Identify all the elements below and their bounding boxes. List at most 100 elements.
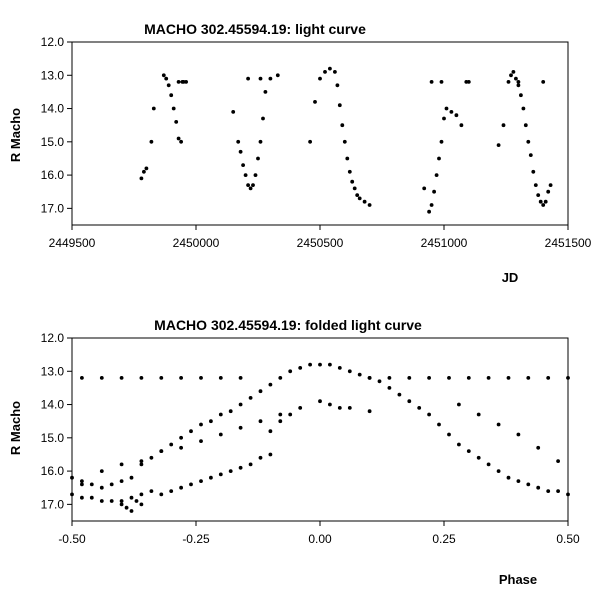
x-tick-label: 0.00 <box>308 532 332 546</box>
x-axis-label: JD <box>502 270 519 285</box>
data-point <box>228 409 233 414</box>
data-point <box>519 93 523 98</box>
data-point <box>526 376 531 380</box>
data-point <box>129 509 134 513</box>
y-axis: 12.0 13.0 14.0 15.0 16.0 17.0 <box>41 35 72 215</box>
data-point <box>209 419 213 424</box>
data-point <box>179 376 184 380</box>
data-point <box>288 412 293 417</box>
data-point <box>516 80 521 84</box>
data-point <box>149 489 154 493</box>
data-point <box>447 432 451 437</box>
data-point <box>437 156 441 161</box>
data-point <box>439 80 444 84</box>
chart-title: MACHO 302.45594.19: light curve <box>144 21 366 37</box>
y-tick-label: 12.0 <box>41 35 65 49</box>
data-point <box>209 475 213 480</box>
data-point <box>218 376 223 380</box>
data-point <box>80 482 84 487</box>
data-point <box>541 203 546 207</box>
y-tick-label: 16.0 <box>41 464 65 478</box>
x-axis: -0.50 -0.25 0.00 0.25 0.50 <box>58 521 580 546</box>
data-point <box>166 83 171 88</box>
y-tick-label: 13.0 <box>41 68 65 82</box>
data-point <box>337 103 342 108</box>
data-point <box>159 376 164 380</box>
data-point <box>347 369 352 374</box>
x-tick-label: 2449500 <box>49 236 96 250</box>
data-point <box>466 80 471 84</box>
data-point <box>444 106 449 111</box>
data-point <box>318 362 322 367</box>
data-point <box>340 123 345 128</box>
data-point <box>476 412 481 417</box>
y-axis: 12.0 13.0 14.0 15.0 16.0 17.0 <box>41 331 72 511</box>
data-point <box>323 70 327 74</box>
data-point <box>119 502 124 507</box>
data-point <box>176 136 181 141</box>
data-point <box>397 392 402 397</box>
data-point <box>521 106 526 111</box>
data-point <box>335 83 340 88</box>
data-point <box>241 163 246 168</box>
data-point <box>278 412 283 417</box>
data-point <box>541 80 546 84</box>
data-point <box>298 366 303 370</box>
data-point <box>536 193 541 198</box>
data-point <box>258 455 263 460</box>
data-point <box>169 442 174 447</box>
data-point <box>268 429 273 434</box>
data-point <box>261 116 265 121</box>
data-point <box>556 489 560 493</box>
data-point <box>432 189 436 194</box>
x-tick-label: 2450000 <box>173 236 220 250</box>
data-point <box>427 412 431 417</box>
data-point <box>248 396 253 400</box>
data-point <box>298 406 303 410</box>
data-point <box>328 402 332 407</box>
data-point <box>514 76 518 81</box>
folded-light-curve-chart: MACHO 302.45594.19: folded light curve 1… <box>8 317 580 587</box>
x-tick-label: 2451500 <box>545 236 592 250</box>
data-point <box>144 166 149 171</box>
data-point <box>439 139 444 144</box>
data-point <box>442 116 446 121</box>
data-point <box>139 176 144 181</box>
data-point <box>466 376 471 380</box>
data-point <box>278 419 283 424</box>
data-point <box>357 372 362 377</box>
data-point <box>357 196 362 201</box>
x-axis: 2449500 2450000 2450500 2451000 2451500 <box>49 225 592 250</box>
data-point <box>159 449 164 453</box>
data-point <box>533 183 538 188</box>
data-point <box>139 492 144 497</box>
data-point <box>345 156 350 161</box>
data-point <box>447 376 451 380</box>
data-point <box>457 402 461 407</box>
data-point <box>164 76 169 81</box>
data-point <box>538 199 543 204</box>
data-point <box>180 80 185 84</box>
y-tick-label: 17.0 <box>41 201 65 215</box>
x-axis-label: Phase <box>499 572 537 587</box>
data-series <box>70 362 570 513</box>
data-point <box>377 379 382 384</box>
data-point <box>238 149 243 154</box>
data-point <box>268 76 273 81</box>
data-point <box>129 495 134 500</box>
data-point <box>308 139 312 144</box>
data-point <box>149 139 154 144</box>
data-point <box>89 482 94 487</box>
data-point <box>511 70 516 74</box>
y-axis-label: R Macho <box>8 108 23 162</box>
data-point <box>546 376 551 380</box>
data-point <box>347 406 352 410</box>
data-point <box>496 422 501 427</box>
light-curve-chart: MACHO 302.45594.19: light curve 12.0 13.0… <box>8 21 592 285</box>
data-point <box>422 186 427 191</box>
data-point <box>263 90 268 94</box>
data-point <box>367 409 372 414</box>
data-point <box>238 376 243 380</box>
data-point <box>427 209 431 214</box>
